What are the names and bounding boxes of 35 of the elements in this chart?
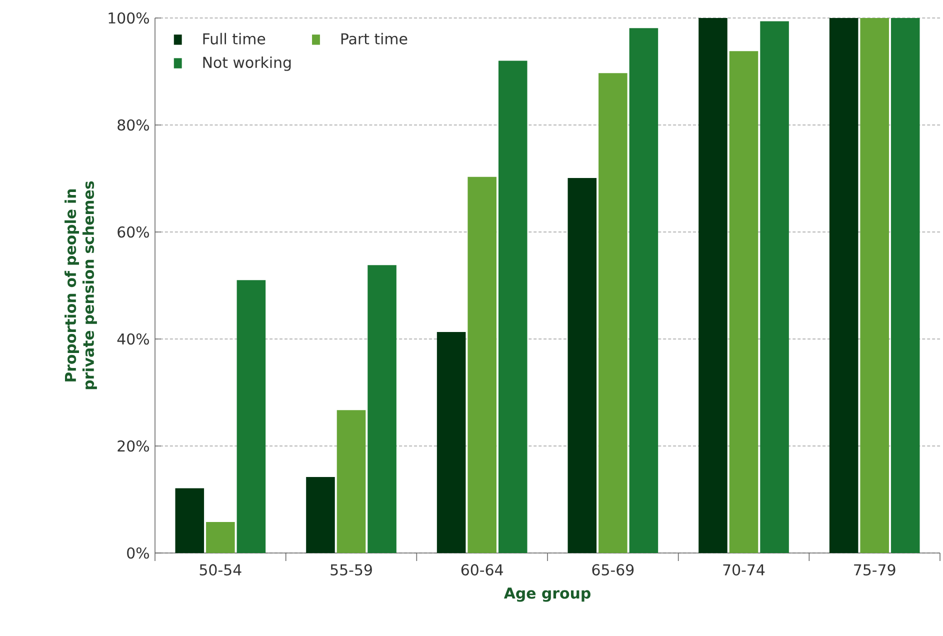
y-tick-label: 100% [108,12,149,24]
bar [336,410,366,553]
x-tick-label: 55-59 [330,564,372,576]
bar [598,73,628,553]
bar [306,477,335,553]
bar [368,265,396,553]
bar [436,332,466,553]
y-tick-label: 80% [118,119,149,131]
bar [760,21,789,553]
y-tick-label: 0% [127,547,149,559]
legend-label: Not working [203,56,291,71]
bar [829,18,858,553]
x-tick-label: 50-54 [200,564,242,576]
bar [890,18,920,553]
y-axis-title: Proportion of people in private pension schemes [64,181,97,390]
bar [175,488,204,553]
x-tick-label: 65-69 [592,564,634,576]
x-axis-title: Age group [504,588,590,602]
bar [236,280,266,553]
bar [206,522,235,553]
bar [468,176,496,553]
y-tick-label: 40% [117,333,149,345]
bar [498,60,528,553]
x-tick-label: 70-74 [723,564,765,576]
bar [629,28,658,553]
bar [860,18,889,553]
bar [568,178,597,553]
x-tick-label: 75-79 [854,564,896,576]
bar [698,18,728,553]
y-tick-label: 60% [118,226,149,238]
y-tick-label: 20% [118,440,149,452]
bar [729,51,758,553]
x-tick-label: 60-64 [461,564,503,576]
legend-label: Full time [203,32,266,44]
legend-label: Part time [341,32,408,44]
